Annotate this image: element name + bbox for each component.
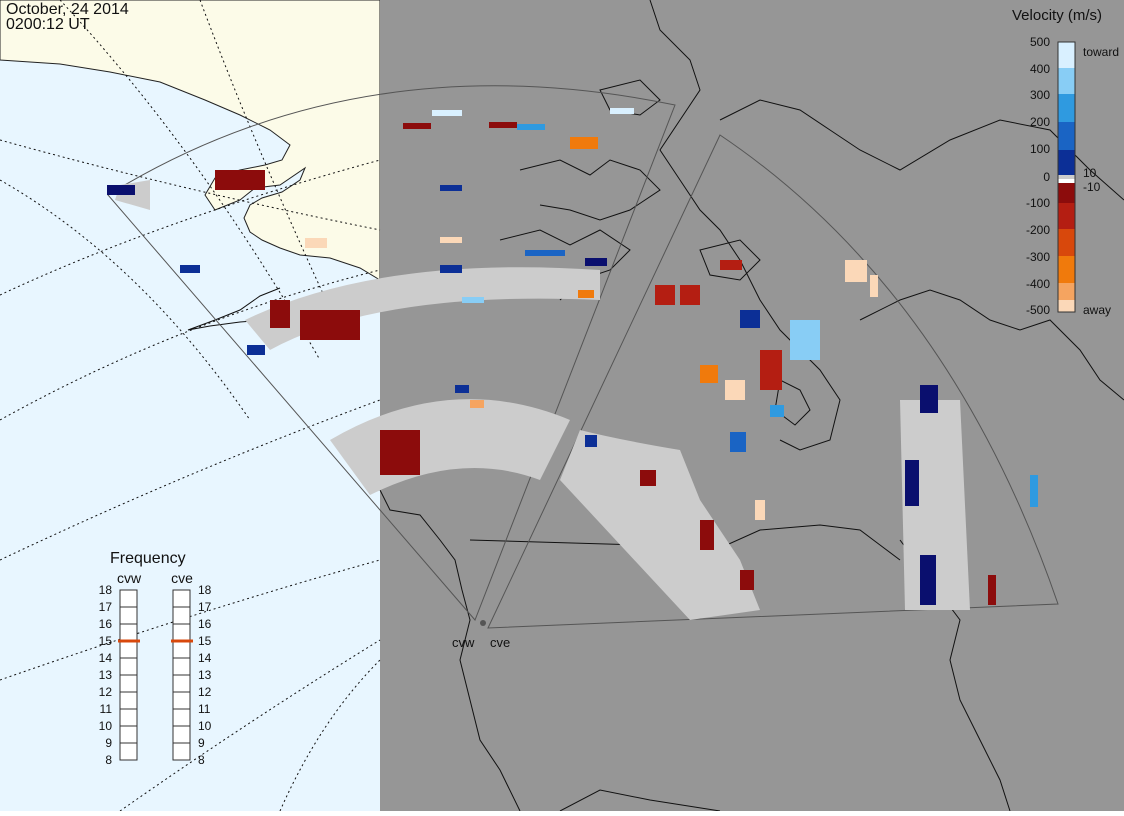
cvw-tick-10: 10: [99, 719, 113, 733]
cvw-tick-9: 9: [105, 736, 112, 750]
vc-tick-neg400: -400: [1026, 277, 1050, 291]
cvw-label: cvw: [117, 570, 142, 586]
cvw-tick-8: 8: [105, 753, 112, 767]
cvw-tick-13: 13: [99, 668, 113, 682]
vc-seg-1: [1058, 42, 1075, 68]
frequency-title: Frequency: [110, 550, 186, 567]
vc-tick-400: 400: [1030, 62, 1050, 76]
vc-tick-100: 100: [1030, 142, 1050, 156]
cvw-tick-11: 11: [100, 702, 113, 716]
vc-tick-neg300: -300: [1026, 250, 1050, 264]
site-label-cve: cve: [490, 635, 510, 650]
site-label-cvw: cvw: [452, 635, 475, 650]
vc-seg-6: [1058, 175, 1075, 179]
radar-site-marker: [480, 620, 486, 626]
cve-tick-9: 9: [198, 736, 205, 750]
vc-seg-7: [1058, 179, 1075, 183]
vc-seg-10: [1058, 229, 1075, 256]
vc-seg-2: [1058, 68, 1075, 94]
cve-tick-8: 8: [198, 753, 205, 767]
vc-tick-neg500: -500: [1026, 303, 1050, 317]
cvw-tick-18: 18: [99, 583, 113, 597]
cve-label: cve: [171, 570, 193, 586]
time-label: 0200:12 UT: [6, 16, 90, 33]
cve-tick-18: 18: [198, 583, 212, 597]
fov-outlines: [107, 85, 1059, 629]
graticule: [0, 0, 381, 812]
vc-tick-200: 200: [1030, 115, 1050, 129]
vc-seg-8: [1058, 183, 1075, 203]
cvw-tick-17: 17: [99, 600, 113, 614]
cvw-tick-12: 12: [99, 685, 113, 699]
vc-away-label: away: [1083, 303, 1111, 317]
cve-tick-15: 15: [198, 634, 212, 648]
vc-frame: [1057, 41, 1076, 313]
velocity-scale-title: Velocity (m/s): [1012, 7, 1103, 24]
vc-tick-neg10: -10: [1083, 180, 1101, 194]
cve-tick-11: 11: [198, 702, 211, 716]
cve-tick-16: 16: [198, 617, 212, 631]
date-label: October, 24 2014: [6, 1, 129, 18]
ground-scatter: [115, 180, 970, 620]
velocity-cells: [107, 108, 1038, 605]
vc-seg-11: [1058, 256, 1075, 283]
cve-tick-13: 13: [198, 668, 212, 682]
vc-seg-3: [1058, 94, 1075, 122]
vc-tick-neg200: -200: [1026, 223, 1050, 237]
vc-seg-5: [1058, 150, 1075, 175]
vc-tick-10: 10: [1083, 166, 1097, 180]
vc-tick-0: 0: [1043, 170, 1050, 184]
vc-tick-neg100: -100: [1026, 196, 1050, 210]
vc-seg-9: [1058, 203, 1075, 229]
cve-tick-12: 12: [198, 685, 212, 699]
cvw-tick-14: 14: [99, 651, 113, 665]
vc-tick-300: 300: [1030, 88, 1050, 102]
frequency-panel: 18 17 16 15 14 13 12 11 10 9 8 18 17 16 15 14 13 12 11 10 9…: [99, 570, 212, 767]
velocity-colorbar: 500 400 300 200 100 10 0 -10 -100 -200 -…: [1026, 35, 1119, 317]
cve-tick-10: 10: [198, 719, 212, 733]
vc-seg-13: [1058, 300, 1075, 312]
cvw-tick-16: 16: [99, 617, 113, 631]
cvw-tick-15: 15: [99, 634, 113, 648]
cve-tick-17: 17: [198, 600, 212, 614]
cve-tick-14: 14: [198, 651, 212, 665]
vc-seg-4: [1058, 122, 1075, 150]
vc-tick-500: 500: [1030, 35, 1050, 49]
vc-toward-label: toward: [1083, 45, 1119, 59]
